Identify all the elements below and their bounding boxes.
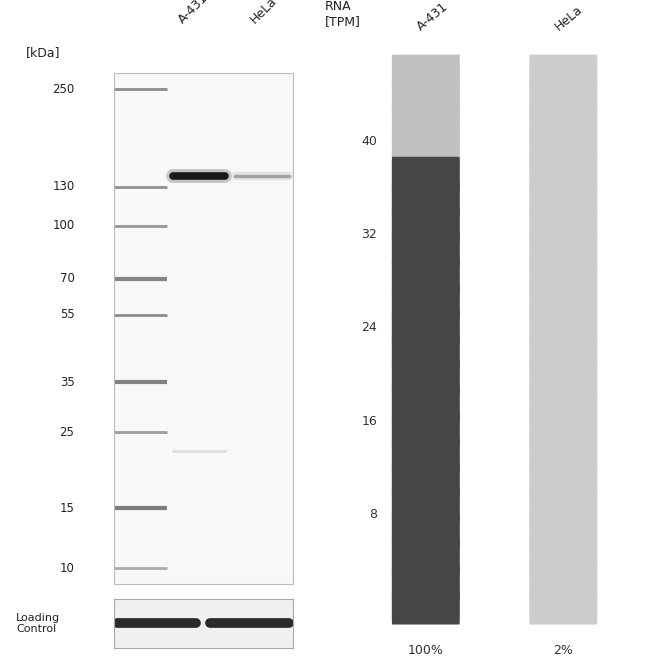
Text: [kDa]: [kDa] [26, 46, 60, 59]
FancyBboxPatch shape [392, 514, 460, 548]
FancyBboxPatch shape [529, 156, 597, 191]
Text: HeLa: HeLa [552, 3, 584, 34]
FancyBboxPatch shape [529, 361, 597, 395]
FancyBboxPatch shape [392, 565, 460, 599]
FancyBboxPatch shape [529, 591, 597, 624]
FancyBboxPatch shape [529, 438, 597, 471]
FancyBboxPatch shape [392, 208, 460, 242]
Text: 16: 16 [361, 414, 377, 428]
FancyBboxPatch shape [392, 412, 460, 446]
FancyBboxPatch shape [529, 106, 597, 139]
Text: 100%: 100% [408, 644, 444, 657]
FancyBboxPatch shape [529, 565, 597, 599]
FancyBboxPatch shape [529, 259, 597, 292]
Text: 35: 35 [60, 376, 74, 389]
Text: A-431: A-431 [415, 1, 450, 34]
Text: 130: 130 [52, 180, 74, 193]
FancyBboxPatch shape [392, 335, 460, 369]
Text: A-431: A-431 [176, 0, 211, 26]
FancyBboxPatch shape [529, 463, 597, 497]
FancyBboxPatch shape [392, 234, 460, 267]
FancyBboxPatch shape [529, 55, 597, 88]
FancyBboxPatch shape [392, 540, 460, 574]
FancyBboxPatch shape [392, 156, 460, 191]
Text: 70: 70 [60, 273, 74, 285]
FancyBboxPatch shape [392, 182, 460, 216]
Text: 40: 40 [361, 135, 377, 148]
FancyBboxPatch shape [529, 234, 597, 267]
FancyBboxPatch shape [392, 591, 460, 624]
FancyBboxPatch shape [392, 488, 460, 523]
Text: 10: 10 [60, 562, 74, 575]
FancyBboxPatch shape [392, 55, 460, 88]
FancyBboxPatch shape [529, 540, 597, 574]
Text: 24: 24 [361, 321, 377, 335]
Text: Low: Low [248, 610, 272, 622]
Text: 100: 100 [52, 219, 74, 232]
FancyBboxPatch shape [392, 438, 460, 471]
FancyBboxPatch shape [529, 80, 597, 114]
FancyBboxPatch shape [529, 488, 597, 523]
Text: 25: 25 [60, 426, 74, 439]
FancyBboxPatch shape [392, 463, 460, 497]
Text: 2%: 2% [553, 644, 573, 657]
FancyBboxPatch shape [392, 131, 460, 165]
Text: 32: 32 [361, 228, 377, 241]
FancyBboxPatch shape [529, 131, 597, 165]
FancyBboxPatch shape [529, 387, 597, 420]
FancyBboxPatch shape [392, 80, 460, 114]
FancyBboxPatch shape [529, 284, 597, 318]
FancyBboxPatch shape [392, 259, 460, 292]
Text: 8: 8 [369, 508, 377, 521]
Text: HeLa: HeLa [248, 0, 280, 26]
Text: Loading
Control: Loading Control [16, 612, 60, 634]
FancyBboxPatch shape [392, 310, 460, 344]
FancyBboxPatch shape [392, 387, 460, 420]
Text: RNA
[TPM]: RNA [TPM] [325, 0, 361, 28]
Text: 55: 55 [60, 308, 74, 321]
FancyBboxPatch shape [529, 412, 597, 446]
FancyBboxPatch shape [529, 335, 597, 369]
Text: High: High [171, 610, 200, 622]
FancyBboxPatch shape [529, 208, 597, 242]
FancyBboxPatch shape [392, 284, 460, 318]
FancyBboxPatch shape [529, 310, 597, 344]
FancyBboxPatch shape [529, 514, 597, 548]
FancyBboxPatch shape [529, 182, 597, 216]
Text: 15: 15 [60, 502, 74, 515]
FancyBboxPatch shape [392, 106, 460, 139]
FancyBboxPatch shape [392, 361, 460, 395]
Text: 250: 250 [52, 83, 74, 96]
